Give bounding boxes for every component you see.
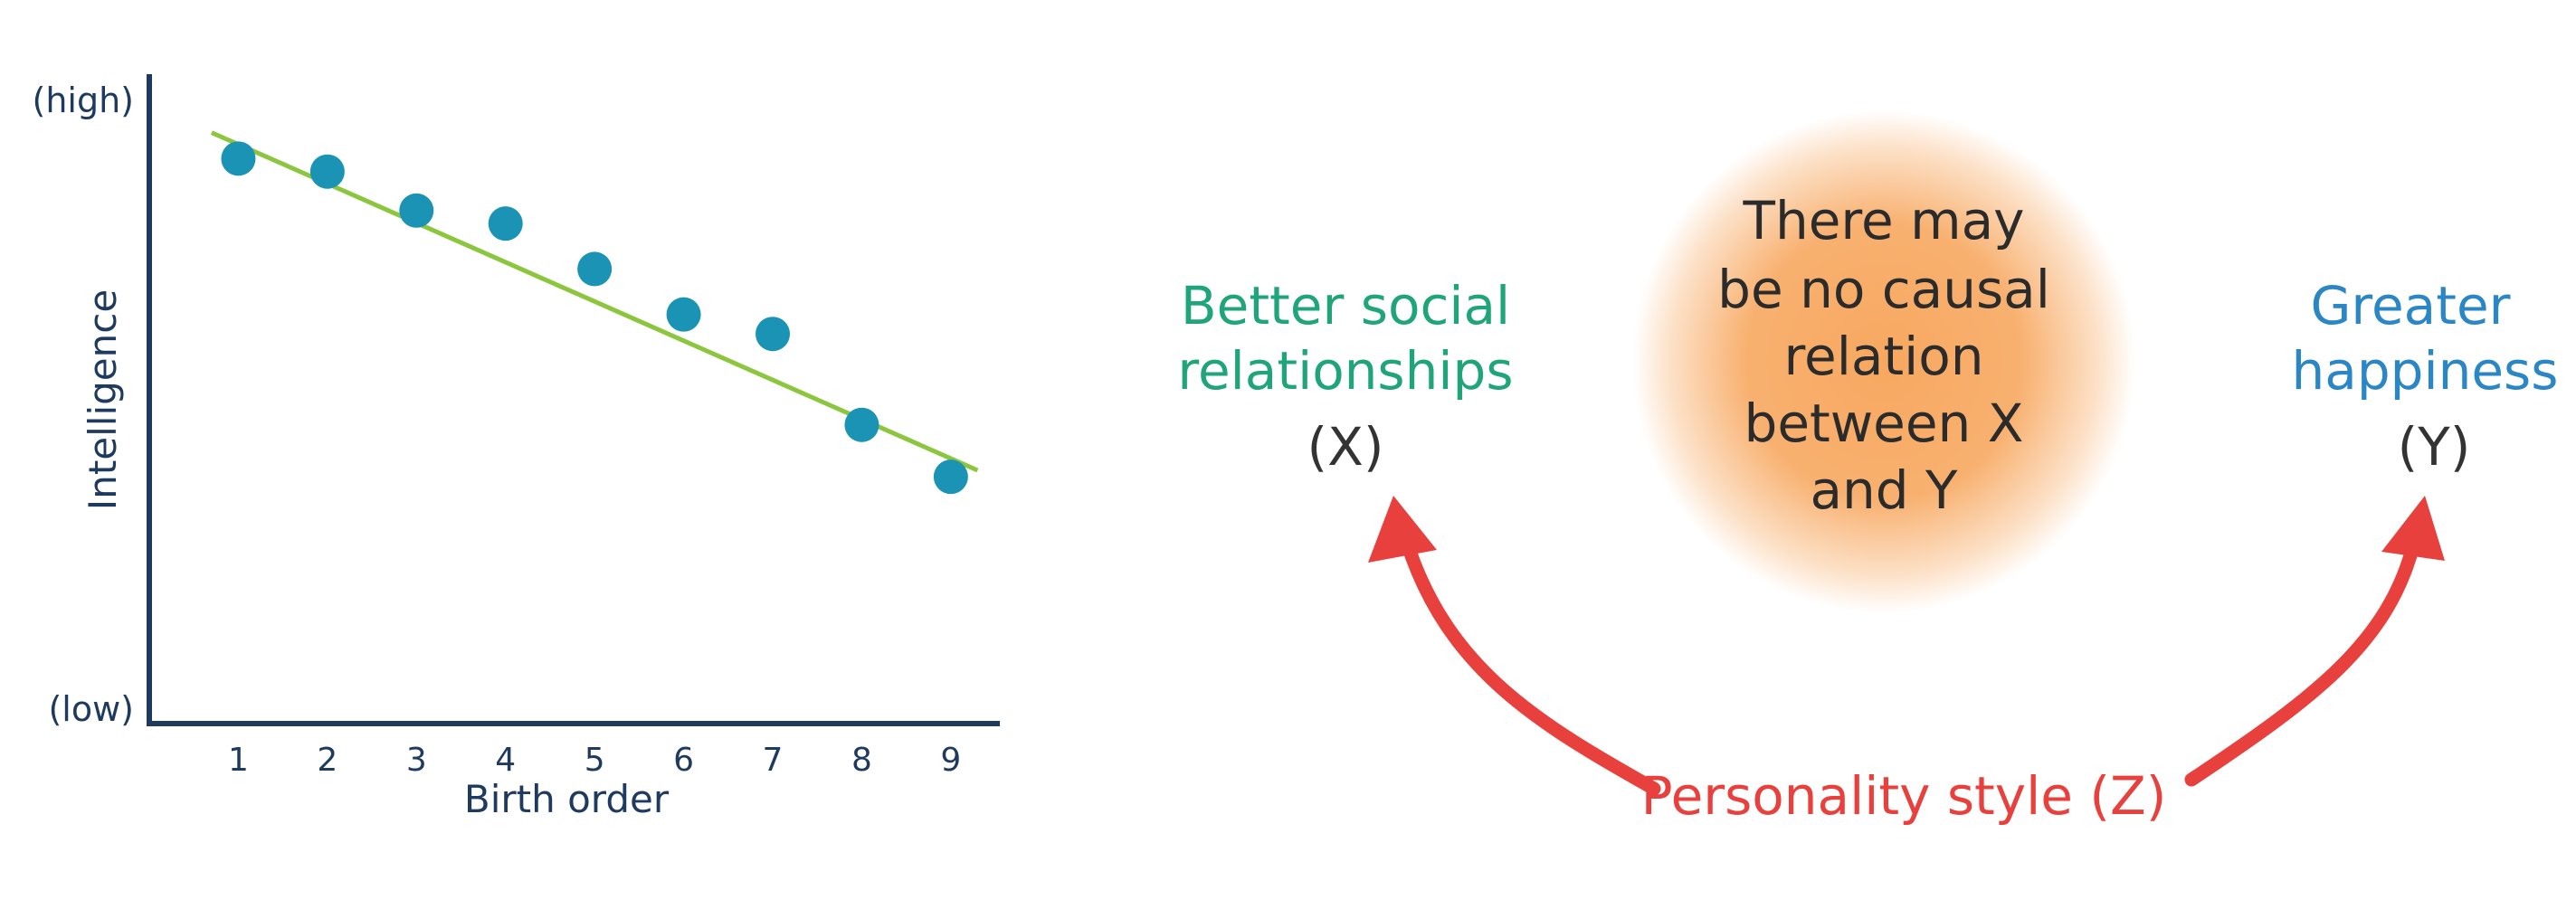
y-axis-label: Intelligence (81, 289, 125, 510)
x-tick-labels: 1 2 3 4 5 6 7 8 9 (228, 742, 961, 779)
node-y-tag: (Y) (2398, 416, 2471, 478)
center-note-line-4: between X (1744, 393, 2024, 454)
x-tick-label: 4 (495, 742, 516, 779)
node-x-tag: (X) (1307, 416, 1384, 478)
node-x-label-line-2: relationships (1177, 340, 1513, 402)
data-point (488, 206, 523, 241)
node-x-label-line-1: Better social (1181, 275, 1510, 336)
x-tick-label: 7 (763, 742, 784, 779)
x-tick-label: 8 (851, 742, 872, 779)
data-point (221, 141, 256, 176)
node-y: Greater happiness (Y) (2292, 275, 2559, 478)
center-glow (1632, 110, 2135, 613)
center-note-line-3: relation (1783, 326, 1983, 387)
birth-order-scatter-chart: (high) (low) Intelligence Birth order 1 2… (33, 74, 1000, 821)
node-x: Better social relationships (X) (1177, 275, 1513, 478)
data-point (577, 251, 613, 287)
center-note-line-5: and Y (1811, 459, 1959, 521)
x-tick-label: 6 (673, 742, 694, 779)
data-point (399, 193, 434, 228)
center-note-line-1: There may (1743, 190, 2025, 251)
node-z-label: Personality style (Z) (1641, 765, 2167, 827)
node-y-label-line-2: happiness (2292, 340, 2559, 402)
data-point (309, 154, 345, 189)
node-y-label-line-1: Greater (2310, 275, 2510, 336)
arrow-head-to-x-icon (1368, 496, 1437, 563)
x-tick-label: 2 (317, 742, 337, 779)
data-points (221, 141, 968, 495)
arrow-head-to-y-icon (2381, 496, 2445, 561)
arrow-z-to-x (1400, 535, 1661, 796)
arrow-z-to-y (2184, 535, 2421, 787)
data-point (933, 459, 968, 495)
y-low-label: (low) (48, 689, 134, 729)
x-tick-label: 1 (228, 742, 249, 779)
data-point (844, 407, 879, 442)
data-point (666, 297, 701, 332)
x-tick-label: 9 (940, 742, 961, 779)
data-point (756, 317, 791, 352)
chart-axes (147, 74, 1000, 726)
center-note-line-2: be no causal (1717, 259, 2050, 320)
x-axis-label: Birth order (464, 777, 670, 821)
y-high-label: (high) (33, 80, 135, 120)
x-tick-label: 3 (406, 742, 427, 779)
x-tick-label: 5 (585, 742, 605, 779)
